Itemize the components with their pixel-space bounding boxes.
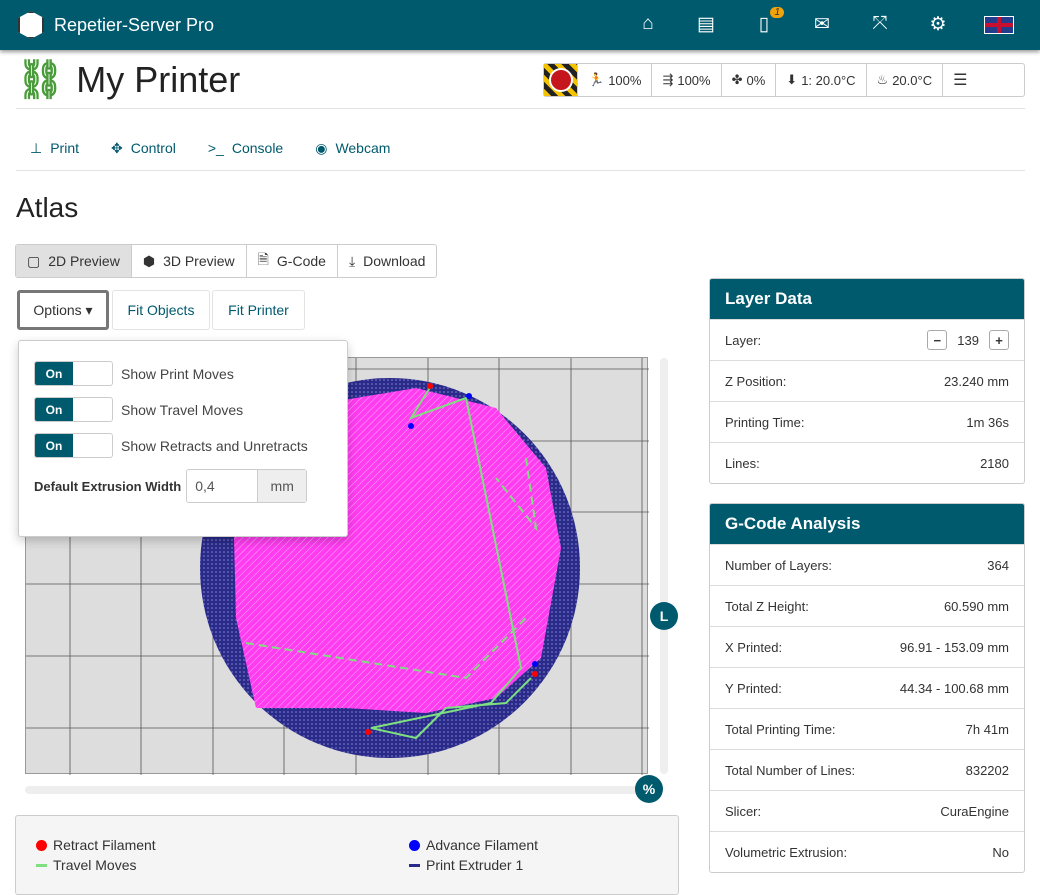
tab-control[interactable]: ✥ Control xyxy=(111,140,176,156)
menu-button[interactable]: ☰ xyxy=(943,64,977,96)
speed-icon: 🏃 xyxy=(588,72,605,87)
analysis-row: X Printed: 96.91 - 153.09 mm xyxy=(710,626,1024,667)
tab-console[interactable]: >_ Console xyxy=(207,140,284,156)
archive-icon[interactable]: ▤ xyxy=(697,14,715,35)
uk-flag-icon[interactable] xyxy=(984,16,1014,34)
layer-increment-button[interactable]: + xyxy=(989,330,1009,350)
options-dropdown: On Show Print Moves On Show Travel Moves O… xyxy=(18,340,348,537)
fit-printer-button[interactable]: Fit Printer xyxy=(212,290,305,330)
z-position: 23.240 mm xyxy=(943,373,1009,389)
heated-bed-icon: ♨ xyxy=(876,72,889,87)
advance-points xyxy=(408,393,538,667)
toggle-label: Show Travel Moves xyxy=(121,401,244,418)
extrusion-width-label: Default Extrusion Width xyxy=(34,478,182,494)
tab-2d-preview[interactable]: ▢ 2D Preview xyxy=(16,245,132,277)
printer-name: My Printer xyxy=(76,59,241,100)
progress-slider[interactable] xyxy=(25,786,649,794)
layer-slider-handle[interactable]: L xyxy=(650,602,678,630)
extrusion-width-input[interactable]: 0,4 xyxy=(195,478,215,494)
extruder-line-icon xyxy=(409,863,420,867)
analysis-row: Total Printing Time: 7h 41m xyxy=(710,708,1024,749)
layer-value: 139 xyxy=(957,332,979,348)
toggle-label: Show Print Moves xyxy=(121,365,234,382)
travel-moves xyxy=(245,385,538,740)
toggle-print-moves[interactable]: On xyxy=(34,361,113,386)
cube-icon: ⬢ xyxy=(142,252,156,269)
progress-slider-handle[interactable]: % xyxy=(635,775,663,803)
gcode-file-icon: 🗎 xyxy=(257,251,269,267)
fullscreen-icon[interactable]: ⤧ xyxy=(872,13,888,34)
app-title: Repetier-Server Pro xyxy=(54,14,215,35)
repetier-logo-icon xyxy=(18,11,44,39)
options-button[interactable]: Options ▾ xyxy=(17,290,109,330)
flow-icon: ⇶ xyxy=(662,72,674,87)
gear-icon[interactable]: ⚙ xyxy=(929,14,947,35)
panel-title: G-Code Analysis xyxy=(710,504,1024,544)
analysis-row: Total Z Height: 60.590 mm xyxy=(710,585,1024,626)
connected-chain-icon: ⛓ xyxy=(16,59,65,101)
tab-3d-preview[interactable]: ⬢ 3D Preview xyxy=(132,245,247,277)
speed-status[interactable]: 🏃 100% xyxy=(578,64,653,96)
analysis-row: Total Number of Lines: 832202 xyxy=(710,749,1024,790)
home-icon[interactable]: ⌂ xyxy=(642,13,654,34)
analysis-row: Slicer: CuraEngine xyxy=(710,790,1024,831)
download-icon: ⤓ xyxy=(348,252,356,269)
brand[interactable]: Repetier-Server Pro xyxy=(18,11,214,39)
layer-data-panel: Layer Data Layer: −139 + Z Position: 23.24… xyxy=(709,278,1025,484)
stop-icon xyxy=(548,68,573,92)
tablet-icon[interactable]: ▯ 1 xyxy=(752,7,784,36)
extruder-temp-status[interactable]: ⬇ 1: 20.0°C xyxy=(776,64,867,96)
console-icon: >_ xyxy=(207,140,224,156)
model-title: Atlas xyxy=(16,192,79,223)
tab-print[interactable]: ⊥ Print xyxy=(30,140,79,156)
layer-slider[interactable] xyxy=(660,358,668,774)
toggle-retracts[interactable]: On xyxy=(34,433,113,458)
divider xyxy=(16,170,1025,171)
printer-status-bar: 🏃 100% ⇶ 100% ✤ 0% ⬇ 1: 20.0°C ♨ 20.0°C ☰ xyxy=(543,63,1025,97)
toggle-label: Show Retracts and Unretracts xyxy=(121,437,308,454)
mail-icon[interactable]: ✉ xyxy=(814,14,830,35)
webcam-icon: ◉ xyxy=(315,140,328,156)
tab-webcam[interactable]: ◉ Webcam xyxy=(315,140,391,156)
fan-icon: ✤ xyxy=(731,72,743,87)
notification-badge: 1 xyxy=(770,7,784,18)
tab-gcode[interactable]: 🗎 G-Code xyxy=(247,245,338,277)
lines: 2180 xyxy=(980,455,1009,471)
analysis-row: Volumetric Extrusion: No xyxy=(710,831,1024,872)
advance-dot-icon xyxy=(409,839,420,851)
extruder-icon: ⬇ xyxy=(786,72,798,87)
legend: Retract Filament Advance Filament Travel… xyxy=(15,815,679,895)
analysis-row: Number of Layers: 364 xyxy=(710,544,1024,585)
hamburger-icon: ☰ xyxy=(953,72,968,89)
unit-label: mm xyxy=(257,470,307,502)
fit-objects-button[interactable]: Fit Objects xyxy=(112,290,210,330)
travel-line-icon xyxy=(36,863,47,867)
analysis-row: Y Printed: 44.34 - 100.68 mm xyxy=(710,667,1024,708)
flow-status[interactable]: ⇶ 100% xyxy=(652,64,722,96)
retract-dot-icon xyxy=(36,839,47,851)
retract-points xyxy=(365,383,538,735)
panel-title: Layer Data xyxy=(710,279,1024,319)
move-arrows-icon: ✥ xyxy=(111,140,123,156)
gcode-analysis-panel: G-Code Analysis Number of Layers: 364 Tot… xyxy=(709,503,1025,873)
top-bar: Repetier-Server Pro ⌂ ▤ ▯ 1 ✉ ⤧ ⚙ xyxy=(0,0,1040,50)
print-icon: ⊥ xyxy=(30,140,43,156)
divider xyxy=(16,108,1025,109)
emergency-stop-button[interactable] xyxy=(544,64,578,96)
layer-decrement-button[interactable]: − xyxy=(927,330,948,350)
toggle-travel-moves[interactable]: On xyxy=(34,397,113,422)
fan-status[interactable]: ✤ 0% xyxy=(722,64,777,96)
square-icon: ▢ xyxy=(27,252,41,269)
tab-download[interactable]: ⤓ Download xyxy=(348,252,426,270)
bed-temp-status[interactable]: ♨ 20.0°C xyxy=(867,64,944,96)
printing-time: 1m 36s xyxy=(966,414,1009,430)
